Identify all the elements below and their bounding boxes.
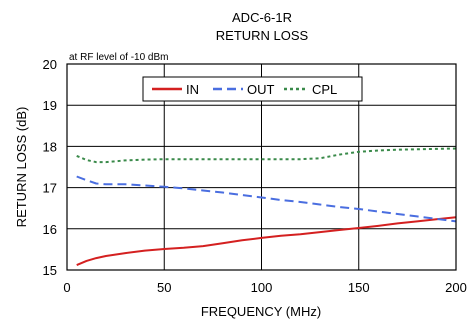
x-tick-label: 100 xyxy=(251,280,273,295)
y-tick-label: 19 xyxy=(43,98,57,113)
y-axis-label: RETURN LOSS (dB) xyxy=(14,107,29,228)
x-tick-label: 150 xyxy=(348,280,370,295)
y-tick-label: 17 xyxy=(43,181,57,196)
legend-box xyxy=(142,76,363,102)
rf-level-annotation: at RF level of -10 dBm xyxy=(69,52,168,63)
legend-label-out: OUT xyxy=(247,82,275,97)
legend-label-in: IN xyxy=(186,82,199,97)
x-tick-label: 200 xyxy=(445,280,467,295)
chart-title: ADC-6-1R xyxy=(232,10,292,25)
legend-label-cpl: CPL xyxy=(312,82,337,97)
y-tick-label: 15 xyxy=(43,263,57,278)
series-layer xyxy=(76,147,457,267)
legend: IN OUT CPL xyxy=(142,76,363,102)
y-tick-labels: 15 16 17 18 19 20 xyxy=(43,57,57,278)
y-tick-label: 20 xyxy=(43,57,57,72)
chart-subtitle: RETURN LOSS xyxy=(216,28,309,43)
y-tick-label: 16 xyxy=(43,222,57,237)
x-tick-labels: 0 50 100 150 200 xyxy=(63,280,466,295)
x-axis-label: FREQUENCY (MHz) xyxy=(201,304,321,319)
x-tick-label: 0 xyxy=(63,280,70,295)
plot-frame xyxy=(66,63,457,271)
series-line-cpl xyxy=(76,147,457,164)
series-line-in xyxy=(76,216,457,267)
y-tick-label: 18 xyxy=(43,139,57,154)
series-line-out xyxy=(76,175,457,223)
x-tick-label: 50 xyxy=(157,280,171,295)
